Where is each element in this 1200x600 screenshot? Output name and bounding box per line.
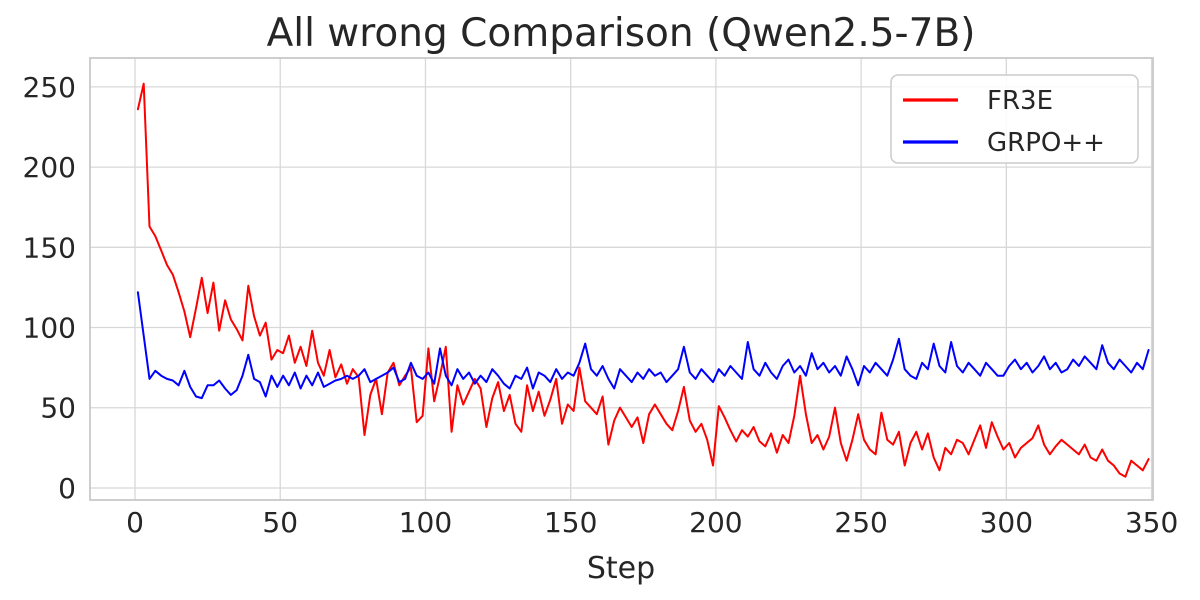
- y-tick-label: 50: [40, 392, 76, 425]
- y-tick-label: 100: [23, 312, 76, 345]
- x-tick-label: 300: [980, 506, 1033, 539]
- x-tick-label: 250: [834, 506, 887, 539]
- series-line-grpo: [136, 291, 1150, 400]
- series-line-fr3e: [136, 82, 1150, 478]
- y-tick-label: 0: [58, 472, 76, 505]
- x-tick-label: 50: [262, 506, 298, 539]
- y-tick-label: 250: [23, 71, 76, 104]
- plot-border: [89, 57, 1154, 501]
- y-tick-label: 150: [23, 231, 76, 264]
- x-tick-label: 0: [126, 506, 144, 539]
- chart-title: All wrong Comparison (Qwen2.5-7B): [267, 11, 976, 56]
- legend-label: FR3E: [987, 86, 1053, 116]
- legend-label: GRPO++: [987, 128, 1105, 158]
- x-tick-label: 350: [1125, 506, 1178, 539]
- x-axis-label: Step: [587, 551, 655, 586]
- y-tick-label: 200: [23, 151, 76, 184]
- x-tick-label: 150: [544, 506, 597, 539]
- plot-area: 0 50 100 150 200 250 300 350 0 50 100 150 200 250 FR3E…: [23, 57, 1178, 539]
- x-tick-label: 200: [689, 506, 742, 539]
- x-tick-label: 100: [399, 506, 452, 539]
